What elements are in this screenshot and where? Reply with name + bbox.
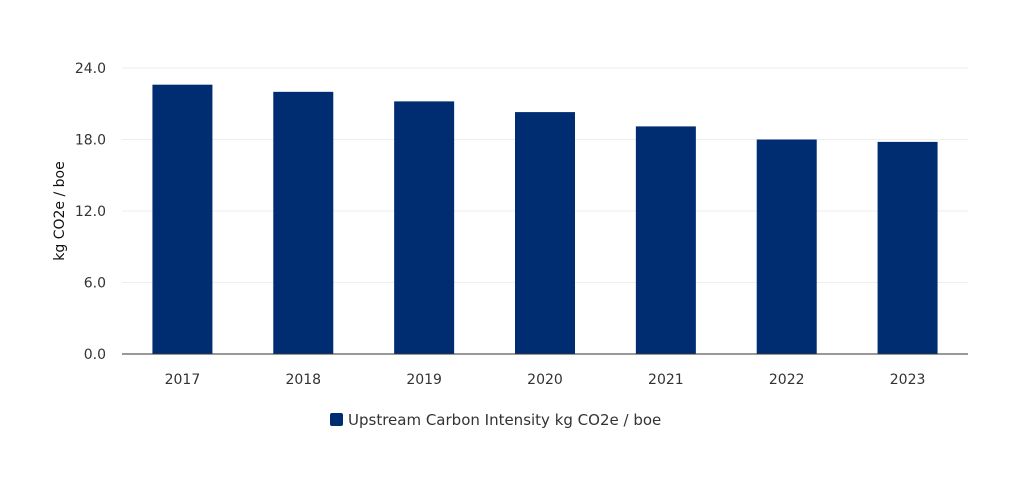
bar-2021[interactable] <box>635 126 696 355</box>
legend-label: Upstream Carbon Intensity kg CO2e / boe <box>348 411 661 429</box>
y-tick-label: 18.0 <box>75 133 106 149</box>
x-axis-ticks: 2017 2018 2019 2020 2021 2022 2023 <box>165 372 926 388</box>
x-tick-label: 2023 <box>890 372 926 388</box>
x-tick-label: 2021 <box>648 372 684 388</box>
x-tick-label: 2020 <box>527 372 563 388</box>
x-tick-label: 2017 <box>165 372 201 388</box>
bar-2022[interactable] <box>756 139 817 355</box>
bar-2019[interactable] <box>394 101 455 354</box>
y-axis-title: kg CO2e / boe <box>52 161 68 260</box>
y-axis-ticks: 0.0 6.0 12.0 18.0 24.0 <box>75 61 106 363</box>
y-tick-label: 12.0 <box>75 204 106 220</box>
x-tick-label: 2022 <box>769 372 805 388</box>
x-tick-label: 2019 <box>406 372 442 388</box>
bar-2018[interactable] <box>273 91 334 354</box>
x-tick-label: 2018 <box>285 372 321 388</box>
legend: Upstream Carbon Intensity kg CO2e / boe <box>330 411 661 429</box>
y-tick-label: 24.0 <box>75 61 106 77</box>
y-tick-label: 0.0 <box>84 347 106 363</box>
bar-2020[interactable] <box>515 112 575 354</box>
bar-2023[interactable] <box>877 141 938 354</box>
bars <box>152 84 938 355</box>
bar-2017[interactable] <box>152 84 213 354</box>
legend-swatch <box>330 413 343 426</box>
y-tick-label: 6.0 <box>84 276 106 292</box>
